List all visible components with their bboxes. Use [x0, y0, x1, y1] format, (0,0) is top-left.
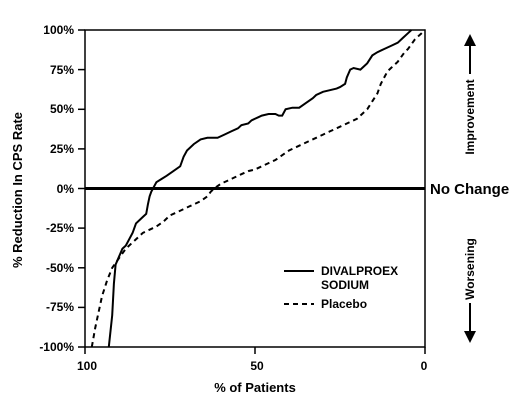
y-tick-label: 25%: [50, 142, 74, 156]
series-divalproex-line: [107, 29, 413, 348]
improvement-annotation: Improvement: [463, 34, 477, 155]
y-tick-label: 100%: [43, 23, 74, 37]
x-tick-label: 100: [77, 359, 97, 373]
y-tick-label: -100%: [39, 340, 74, 354]
legend-label-divalproex-line2: SODIUM: [321, 278, 369, 292]
y-axis: 100% 75% 50% 25% 0% -25% -50% -75% -100%: [39, 23, 85, 354]
y-tick-label: 0%: [57, 182, 75, 196]
y-tick-label: -75%: [46, 300, 74, 314]
y-axis-title: % Reduction In CPS Rate: [10, 112, 25, 268]
up-arrow-icon: [464, 34, 476, 46]
legend-label-divalproex-line1: DIVALPROEX: [321, 264, 398, 278]
x-tick-label: 50: [250, 359, 264, 373]
y-tick-label: 75%: [50, 63, 74, 77]
series-placebo-line: [90, 29, 426, 348]
worsening-annotation: Worsening: [463, 238, 477, 343]
legend: DIVALPROEX SODIUM Placebo: [284, 264, 398, 311]
x-tick-label: 0: [421, 359, 428, 373]
improvement-label: Improvement: [463, 79, 477, 154]
worsening-label: Worsening: [463, 238, 477, 300]
x-axis: 100 50 0: [77, 347, 428, 373]
x-axis-title: % of Patients: [214, 380, 296, 395]
y-tick-label: 50%: [50, 102, 74, 116]
no-change-label: No Change: [430, 181, 509, 198]
legend-label-placebo: Placebo: [321, 297, 367, 311]
y-tick-label: -25%: [46, 221, 74, 235]
down-arrow-icon: [464, 331, 476, 343]
y-tick-label: -50%: [46, 261, 74, 275]
